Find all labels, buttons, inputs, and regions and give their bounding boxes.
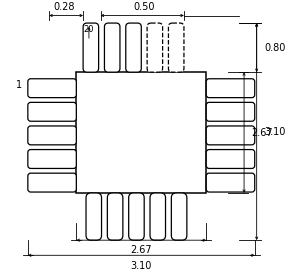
FancyBboxPatch shape: [28, 126, 76, 145]
FancyBboxPatch shape: [206, 173, 255, 192]
FancyBboxPatch shape: [86, 193, 102, 240]
FancyBboxPatch shape: [28, 79, 76, 98]
Bar: [76, 72, 206, 193]
FancyBboxPatch shape: [126, 23, 141, 72]
FancyBboxPatch shape: [206, 126, 255, 145]
FancyBboxPatch shape: [107, 193, 123, 240]
FancyBboxPatch shape: [147, 23, 163, 72]
FancyBboxPatch shape: [28, 102, 76, 121]
Text: 0.50: 0.50: [133, 2, 155, 12]
FancyBboxPatch shape: [168, 23, 184, 72]
Text: 0.80: 0.80: [264, 43, 286, 52]
FancyBboxPatch shape: [104, 23, 120, 72]
Text: 0.28: 0.28: [53, 2, 75, 12]
FancyBboxPatch shape: [206, 79, 255, 98]
Text: 1: 1: [16, 80, 22, 90]
FancyBboxPatch shape: [206, 150, 255, 168]
FancyBboxPatch shape: [83, 23, 99, 72]
Text: 2.67: 2.67: [130, 245, 152, 255]
FancyBboxPatch shape: [129, 193, 144, 240]
FancyBboxPatch shape: [206, 102, 255, 121]
Text: 20: 20: [84, 25, 94, 34]
FancyBboxPatch shape: [171, 193, 187, 240]
FancyBboxPatch shape: [150, 193, 166, 240]
Text: 2.67: 2.67: [251, 128, 273, 138]
Text: 3.10: 3.10: [130, 261, 152, 271]
FancyBboxPatch shape: [28, 150, 76, 168]
FancyBboxPatch shape: [28, 173, 76, 192]
Text: 3.10: 3.10: [264, 127, 286, 137]
